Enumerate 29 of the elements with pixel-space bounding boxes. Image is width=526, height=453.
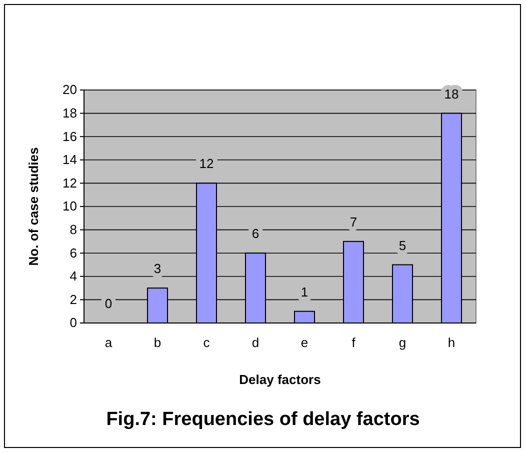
y-tick-label: 20 bbox=[62, 82, 77, 98]
x-axis-title: Delay factors bbox=[239, 372, 321, 387]
x-tick-label: c bbox=[203, 334, 210, 350]
x-tick-label: e bbox=[300, 334, 308, 350]
data-label: 7 bbox=[350, 214, 358, 230]
y-tick-label: 10 bbox=[62, 198, 77, 214]
x-tick-label: d bbox=[252, 334, 260, 350]
text: Fig.7: Frequencies of delay factors bbox=[106, 409, 420, 430]
y-tick-label: 0 bbox=[70, 315, 77, 330]
data-label: 12 bbox=[199, 156, 214, 172]
data-label: 18 bbox=[444, 86, 459, 102]
x-tick-label: a bbox=[104, 334, 113, 350]
x-tick-label: f bbox=[352, 334, 356, 350]
y-tick-label: 4 bbox=[70, 268, 77, 284]
data-label: 1 bbox=[300, 284, 308, 300]
y-tick-label: 8 bbox=[70, 222, 77, 237]
data-label: 0 bbox=[104, 296, 112, 311]
data-label: 3 bbox=[154, 261, 162, 276]
x-tick-label: g bbox=[398, 334, 406, 350]
y-tick-label: 12 bbox=[62, 175, 77, 190]
y-tick-label: 2 bbox=[70, 292, 77, 307]
y-tick-label: 16 bbox=[62, 128, 77, 144]
y-tick-label: 14 bbox=[62, 152, 77, 168]
y-tick-label: 18 bbox=[62, 105, 77, 120]
x-tick-label: b bbox=[154, 334, 162, 350]
y-tick-label: 6 bbox=[70, 245, 77, 260]
y-axis-title: No. of case studies bbox=[26, 147, 41, 266]
x-tick-label: h bbox=[448, 334, 456, 350]
data-label: 5 bbox=[398, 238, 406, 253]
